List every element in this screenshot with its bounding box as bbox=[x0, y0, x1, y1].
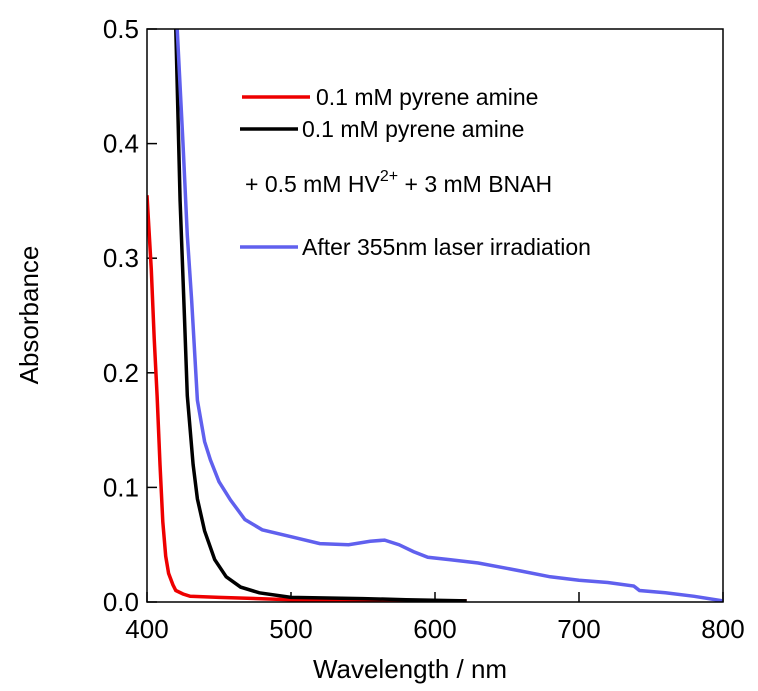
legend-note: + 0.5 mM HV2+ + 3 mM BNAH bbox=[245, 168, 552, 197]
y-tick-label: 0.3 bbox=[103, 243, 139, 273]
y-tick-label: 0.5 bbox=[103, 14, 139, 44]
legend-note-suffix: + 3 mM BNAH bbox=[398, 171, 552, 197]
x-axis-label: Wavelength / nm bbox=[313, 654, 507, 684]
x-tick-label: 800 bbox=[701, 614, 744, 644]
y-tick-label: 0.2 bbox=[103, 358, 139, 388]
legend-label: After 355nm laser irradiation bbox=[302, 234, 591, 260]
x-tick-label: 400 bbox=[125, 614, 168, 644]
x-tick-label: 600 bbox=[413, 614, 456, 644]
legend-note-superscript: 2+ bbox=[380, 168, 398, 185]
x-tick-label: 700 bbox=[557, 614, 600, 644]
series-line bbox=[147, 195, 467, 602]
series-line bbox=[175, 29, 723, 602]
legend-label: 0.1 mM pyrene amine bbox=[316, 84, 538, 110]
y-tick-label: 0.1 bbox=[103, 472, 139, 502]
y-tick-label: 0.4 bbox=[103, 129, 139, 159]
y-axis-label: Absorbance bbox=[14, 246, 44, 385]
legend-label: 0.1 mM pyrene amine bbox=[302, 116, 524, 142]
series-line bbox=[174, 29, 467, 602]
y-tick-label: 0.0 bbox=[103, 587, 139, 617]
legend-note-text: + 0.5 mM HV bbox=[245, 171, 381, 197]
x-tick-label: 500 bbox=[269, 614, 312, 644]
plot-frame bbox=[146, 28, 724, 603]
